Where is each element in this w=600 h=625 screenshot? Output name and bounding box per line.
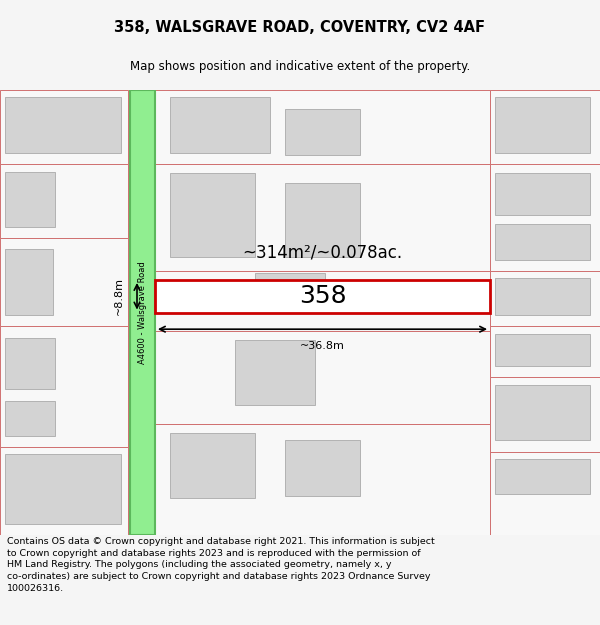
Text: Map shows position and indicative extent of the property.: Map shows position and indicative extent…	[130, 60, 470, 73]
Bar	[155, 280, 490, 312]
Bar	[5, 249, 53, 315]
Bar	[130, 90, 155, 535]
Bar	[170, 173, 255, 257]
Bar	[5, 454, 121, 524]
Bar	[285, 441, 360, 496]
Bar	[490, 164, 600, 271]
Bar	[495, 98, 590, 153]
Text: ~36.8m: ~36.8m	[300, 341, 345, 351]
Bar	[155, 271, 490, 331]
Text: 358, WALSGRAVE ROAD, COVENTRY, CV2 4AF: 358, WALSGRAVE ROAD, COVENTRY, CV2 4AF	[115, 19, 485, 34]
Bar	[495, 334, 590, 366]
Bar	[170, 433, 255, 498]
Bar	[0, 447, 128, 535]
Bar	[0, 238, 128, 326]
Bar	[0, 90, 128, 164]
Bar	[0, 164, 128, 238]
Bar	[495, 224, 590, 259]
Bar	[5, 98, 121, 153]
Bar	[495, 459, 590, 494]
Bar	[0, 326, 128, 447]
Bar	[285, 109, 360, 155]
Bar	[490, 90, 600, 164]
Bar	[495, 385, 590, 441]
Text: ~314m²/~0.078ac.: ~314m²/~0.078ac.	[242, 243, 403, 261]
Bar	[5, 401, 55, 436]
Bar	[495, 278, 590, 315]
Bar	[235, 340, 315, 405]
Bar	[5, 338, 55, 389]
Bar	[495, 173, 590, 215]
Bar	[155, 164, 490, 271]
Bar	[155, 90, 490, 164]
Bar	[285, 182, 360, 257]
Bar	[490, 326, 600, 378]
Bar	[155, 424, 490, 535]
Text: ~8.8m: ~8.8m	[114, 278, 124, 315]
Text: A4600 - Walsgrave Road: A4600 - Walsgrave Road	[138, 261, 147, 364]
Bar	[170, 98, 270, 153]
Text: Contains OS data © Crown copyright and database right 2021. This information is : Contains OS data © Crown copyright and d…	[7, 537, 435, 593]
Bar	[490, 451, 600, 535]
Bar	[155, 331, 490, 424]
Bar	[490, 271, 600, 326]
Bar	[5, 172, 55, 227]
Bar	[255, 272, 325, 280]
Text: 358: 358	[299, 284, 346, 308]
Bar	[490, 378, 600, 452]
